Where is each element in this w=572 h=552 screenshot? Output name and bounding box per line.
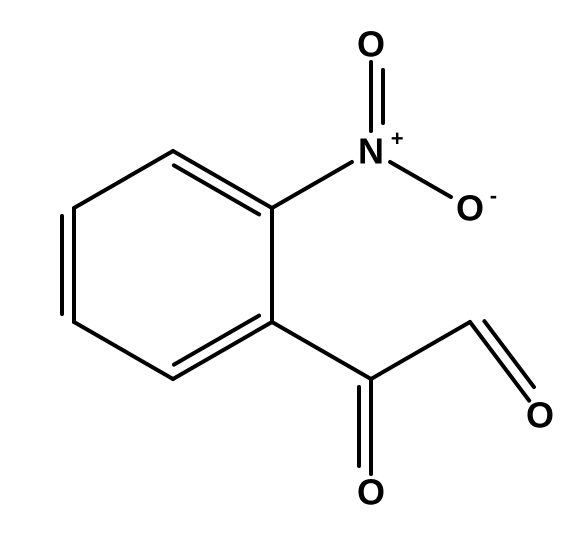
atom-label: N	[358, 131, 384, 172]
atom-charge: +	[391, 126, 404, 151]
atom-label: O	[456, 188, 484, 229]
molecule-diagram: N+OO-OO	[0, 0, 572, 552]
atom-label: O	[526, 395, 554, 436]
atom-label: O	[357, 472, 385, 513]
atom-label: O	[357, 24, 385, 65]
atom-charge: -	[490, 183, 497, 208]
